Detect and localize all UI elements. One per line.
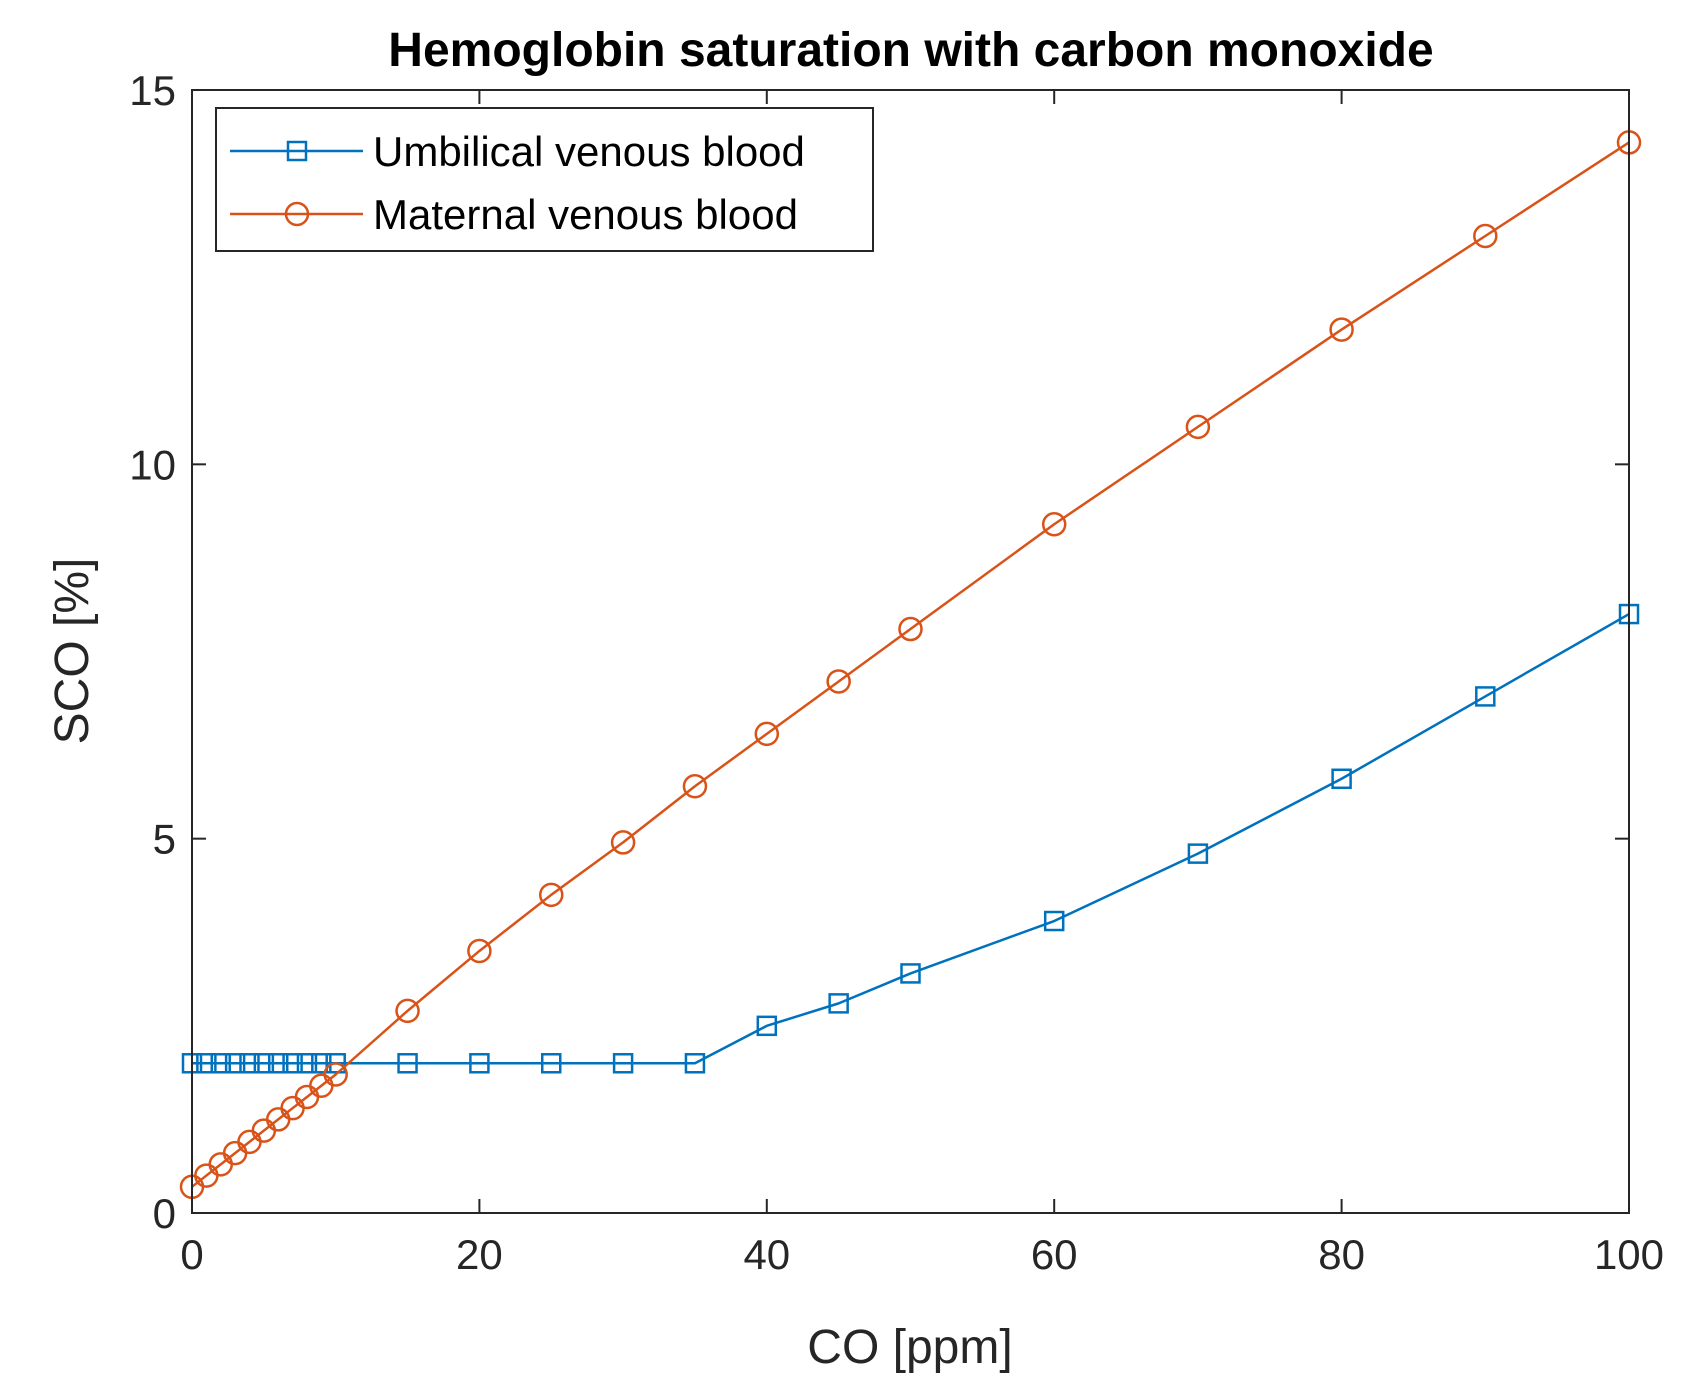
data-point <box>253 1053 275 1074</box>
data-point <box>541 1053 562 1074</box>
data-point <box>239 1053 260 1074</box>
chart-title: Hemoglobin saturation with carbon monoxi… <box>388 24 1433 77</box>
data-point <box>1329 317 1354 342</box>
legend: Umbilical venous blood Maternal venous b… <box>215 107 874 252</box>
series-line <box>192 612 1630 1065</box>
x-tick-label: 80 <box>1318 1231 1365 1278</box>
series-layer <box>179 130 1642 1200</box>
data-point <box>1473 223 1498 249</box>
data-point <box>196 1053 217 1074</box>
x-tick-label: 100 <box>1594 1231 1664 1278</box>
data-point <box>296 1053 318 1074</box>
plot-area-frame <box>191 89 1630 1214</box>
data-point <box>828 993 849 1014</box>
data-point <box>610 830 636 855</box>
data-point <box>612 1053 634 1074</box>
legend-marker-circle-icon <box>284 201 310 227</box>
data-point <box>826 669 851 694</box>
ticks: 0 20 40 60 80 100 0 5 10 15 <box>129 67 1664 1278</box>
legend-label-umbilical: Umbilical venous blood <box>373 128 805 175</box>
y-tick-label: 5 <box>153 816 176 863</box>
series-line <box>191 141 1630 1188</box>
legend-label-maternal: Maternal venous blood <box>373 191 798 238</box>
data-point <box>1187 843 1209 864</box>
data-point <box>754 721 780 747</box>
legend-box <box>215 107 874 252</box>
y-tick-label: 0 <box>153 1190 176 1237</box>
x-tick-label: 40 <box>743 1231 790 1278</box>
data-point <box>210 1053 231 1074</box>
series-0 <box>181 603 1640 1074</box>
data-point <box>900 963 921 984</box>
data-point <box>282 1053 303 1074</box>
y-tick-label: 10 <box>129 441 176 488</box>
x-tick-label: 60 <box>1031 1231 1078 1278</box>
data-point <box>395 998 420 1024</box>
data-point <box>1043 910 1065 932</box>
data-point <box>467 938 492 964</box>
data-point <box>539 882 564 908</box>
data-point <box>311 1053 332 1074</box>
data-point <box>469 1053 490 1074</box>
x-tick-label: 20 <box>456 1231 503 1278</box>
data-point <box>267 1053 289 1074</box>
x-tick-label: 0 <box>180 1231 203 1278</box>
data-point <box>898 616 923 642</box>
x-axis-label: CO [ppm] <box>807 1321 1012 1374</box>
data-point <box>224 1053 246 1074</box>
data-point <box>325 1053 346 1074</box>
y-tick-label: 15 <box>129 67 176 114</box>
data-point <box>1331 768 1352 790</box>
data-point <box>1041 511 1067 537</box>
data-point <box>756 1015 778 1037</box>
data-point <box>323 1062 348 1087</box>
data-point <box>684 1053 706 1074</box>
data-point <box>397 1053 418 1074</box>
legend-marker-square-icon <box>286 140 308 162</box>
data-point <box>1185 414 1211 440</box>
y-axis-label: SCO [%] <box>46 558 99 745</box>
data-point <box>1475 686 1496 707</box>
data-point <box>682 774 708 799</box>
